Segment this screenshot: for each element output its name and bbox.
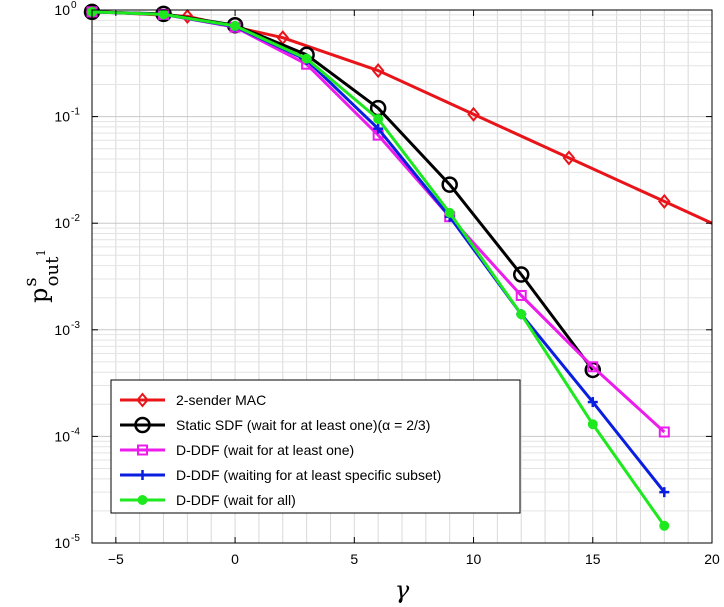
y-tick-exponent: -5 <box>71 533 80 544</box>
legend: 2-sender MAC Static SDF (wait for at leas… <box>110 379 521 514</box>
circle-marker <box>512 266 530 283</box>
x-tick-label: 20 <box>704 551 720 567</box>
series-5 <box>87 6 670 531</box>
dot-marker <box>230 20 241 31</box>
dot-marker <box>373 113 384 124</box>
x-tick-label: 15 <box>585 551 601 567</box>
legend-label: D-DDF (wait for at least one) <box>176 442 354 458</box>
y-tick-exponent: -2 <box>71 213 80 224</box>
y-tick-label: 10 <box>54 2 70 18</box>
legend-entry: D-DDF (wait for all) <box>120 492 296 508</box>
dot-marker <box>516 309 527 320</box>
diamond-marker <box>371 63 385 79</box>
square-marker <box>137 444 148 456</box>
y-tick-label: 10 <box>54 535 70 551</box>
plus-marker <box>587 397 598 408</box>
y-label-sup: s <box>20 277 41 286</box>
diamond-marker <box>181 8 194 25</box>
plus-marker <box>373 123 384 134</box>
y-tick-exponent: -4 <box>71 426 80 437</box>
legend-entry: D-DDF (waiting for at least specific sub… <box>120 467 441 483</box>
y-axis-label: psout1 <box>20 249 63 303</box>
legend-entry: D-DDF (wait for at least one) <box>120 442 354 458</box>
dot-marker <box>444 207 455 218</box>
y-tick-label: 10 <box>54 109 70 125</box>
dot-marker <box>301 53 312 64</box>
dot-marker <box>137 495 148 505</box>
legend-entry: Static SDF (wait for at least one)(α = 2… <box>120 416 430 434</box>
x-tick-label: 10 <box>466 551 482 567</box>
legend-entry: 2-sender MAC <box>120 392 266 408</box>
diamond-marker <box>467 106 480 122</box>
plus-marker <box>659 487 670 498</box>
legend-label: D-DDF (waiting for at least specific sub… <box>176 467 441 483</box>
y-label-base: p <box>25 288 53 303</box>
x-axis-label: γ <box>395 576 410 604</box>
legend-label: D-DDF (wait for all) <box>176 492 296 508</box>
y-tick-label: 10 <box>54 428 70 444</box>
square-marker <box>515 289 527 301</box>
y-tick-label: 10 <box>54 215 70 231</box>
diamond-marker <box>136 392 149 408</box>
circle-marker <box>134 416 151 434</box>
legend-label: Static SDF (wait for at least one)(α = 2… <box>176 417 430 433</box>
square-marker <box>587 361 599 373</box>
plot-frame <box>91 9 713 544</box>
circle-marker <box>441 176 458 193</box>
y-tick-label: 10 <box>54 322 70 338</box>
y-tick-exponent: -1 <box>71 107 80 118</box>
diamond-marker <box>658 193 671 210</box>
y-tick-exponent: 0 <box>71 0 77 11</box>
svg-text:psout1: psout1 <box>20 249 63 303</box>
plus-marker <box>137 470 148 480</box>
legend-box <box>110 379 521 514</box>
dot-marker <box>587 419 598 430</box>
y-label-sub: out <box>42 256 63 286</box>
legend-label: 2-sender MAC <box>176 392 266 408</box>
dot-marker <box>158 9 169 20</box>
dot-marker <box>659 520 670 531</box>
x-tick-label: −5 <box>108 551 124 567</box>
diamond-marker <box>562 150 576 166</box>
y-label-sub-index: 1 <box>34 249 48 257</box>
square-marker <box>658 426 670 438</box>
y-tick-exponent: -3 <box>71 320 80 331</box>
x-tick-label: 5 <box>350 551 358 567</box>
x-tick-label: 0 <box>231 551 239 567</box>
